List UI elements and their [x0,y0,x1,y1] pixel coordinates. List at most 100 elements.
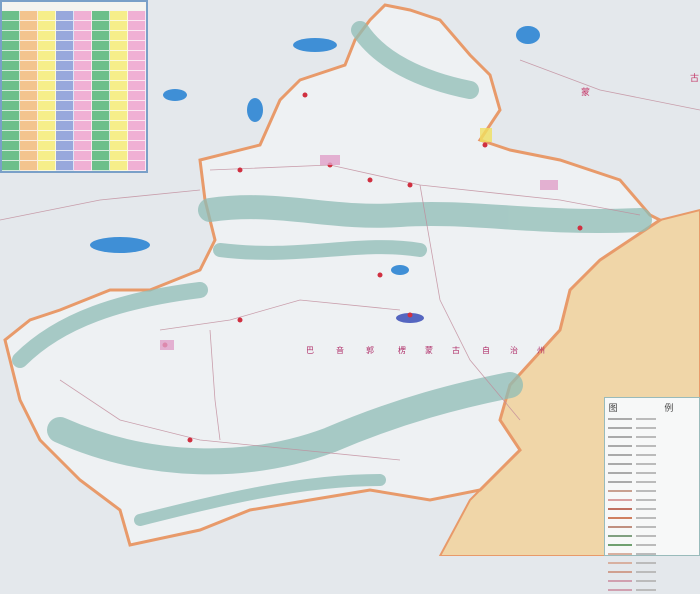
table-column [92,11,110,171]
table-cell [56,51,74,61]
table-cell [74,101,92,111]
table-cell [74,11,92,21]
table-cell [20,61,38,71]
table-cell [2,141,20,151]
legend-text [636,462,656,465]
table-cell [92,111,110,121]
prefecture-label: 巴 音 郭 楞 蒙 古 自 治 州 [306,345,559,355]
table-cell [2,121,20,131]
table-cell [74,151,92,161]
table-cell [38,31,56,41]
table-cell [38,81,56,91]
legend-row [605,531,699,540]
table-cell [128,51,146,61]
legend-text [636,534,656,537]
legend-text [636,543,656,546]
table-cell [128,61,146,71]
table-cell [56,31,74,41]
urban-areas [160,128,558,350]
table-cell [92,161,110,171]
table-cell [74,51,92,61]
table-cell [92,101,110,111]
table-column [110,11,128,171]
table-cell [74,31,92,41]
legend-text [636,453,656,456]
table-cell [56,91,74,101]
legend-swatch [608,453,632,456]
table-cell [128,101,146,111]
label-char: 古 [452,345,474,355]
table-cell [2,101,20,111]
legend-row [605,450,699,459]
table-cell [38,161,56,171]
legend-row [605,576,699,585]
legend-row [605,477,699,486]
table-cell [20,151,38,161]
table-cell [56,131,74,141]
legend-swatch [608,462,632,465]
legend-rows [605,414,699,594]
table-column [74,11,92,171]
table-cell [128,141,146,151]
table-cell [110,81,128,91]
table-cell [56,141,74,151]
table-cell [2,111,20,121]
xinjiang-region[interactable] [3,3,663,547]
table-cell [92,131,110,141]
legend-text [636,480,656,483]
table-cell [110,141,128,151]
table-cell [110,111,128,121]
table-cell [20,161,38,171]
label-char: 楞 [398,345,420,355]
table-cell [38,51,56,61]
table-cell [38,101,56,111]
table-column [128,11,146,171]
legend-swatch [608,552,632,555]
table-cell [110,101,128,111]
table-cell [2,161,20,171]
table-cell [92,51,110,61]
legend-text [636,516,656,519]
table-cell [110,21,128,31]
table-cell [38,141,56,151]
table-cell [20,21,38,31]
table-cell [20,101,38,111]
legend-swatch [608,543,632,546]
label-char: 州 [537,346,559,355]
table-column [20,11,38,171]
table-cell [2,61,20,71]
table-cell [74,61,92,71]
label-char: 治 [510,345,532,355]
table-cell [74,81,92,91]
table-cell [2,31,20,41]
table-cell [92,91,110,101]
table-cell [110,71,128,81]
table-cell [110,61,128,71]
legend-swatch [608,525,632,528]
table-cell [20,71,38,81]
legend-swatch [608,498,632,501]
table-cell [20,31,38,41]
table-cell [56,151,74,161]
table-cell [110,31,128,41]
legend-text [636,435,656,438]
table-title [2,2,146,11]
table-cell [56,101,74,111]
label-char: 蒙 [425,345,447,355]
legend-swatch [608,444,632,447]
table-cell [20,131,38,141]
table-cell [92,61,110,71]
table-cell [128,81,146,91]
table-cell [110,41,128,51]
table-column [38,11,56,171]
legend-swatch [608,588,632,591]
table-cell [56,121,74,131]
table-cell [128,31,146,41]
table-cell [92,81,110,91]
table-cell [2,51,20,61]
legend-swatch [608,507,632,510]
table-cell [110,51,128,61]
legend-row [605,504,699,513]
legend-row [605,414,699,423]
table-cell [128,161,146,171]
